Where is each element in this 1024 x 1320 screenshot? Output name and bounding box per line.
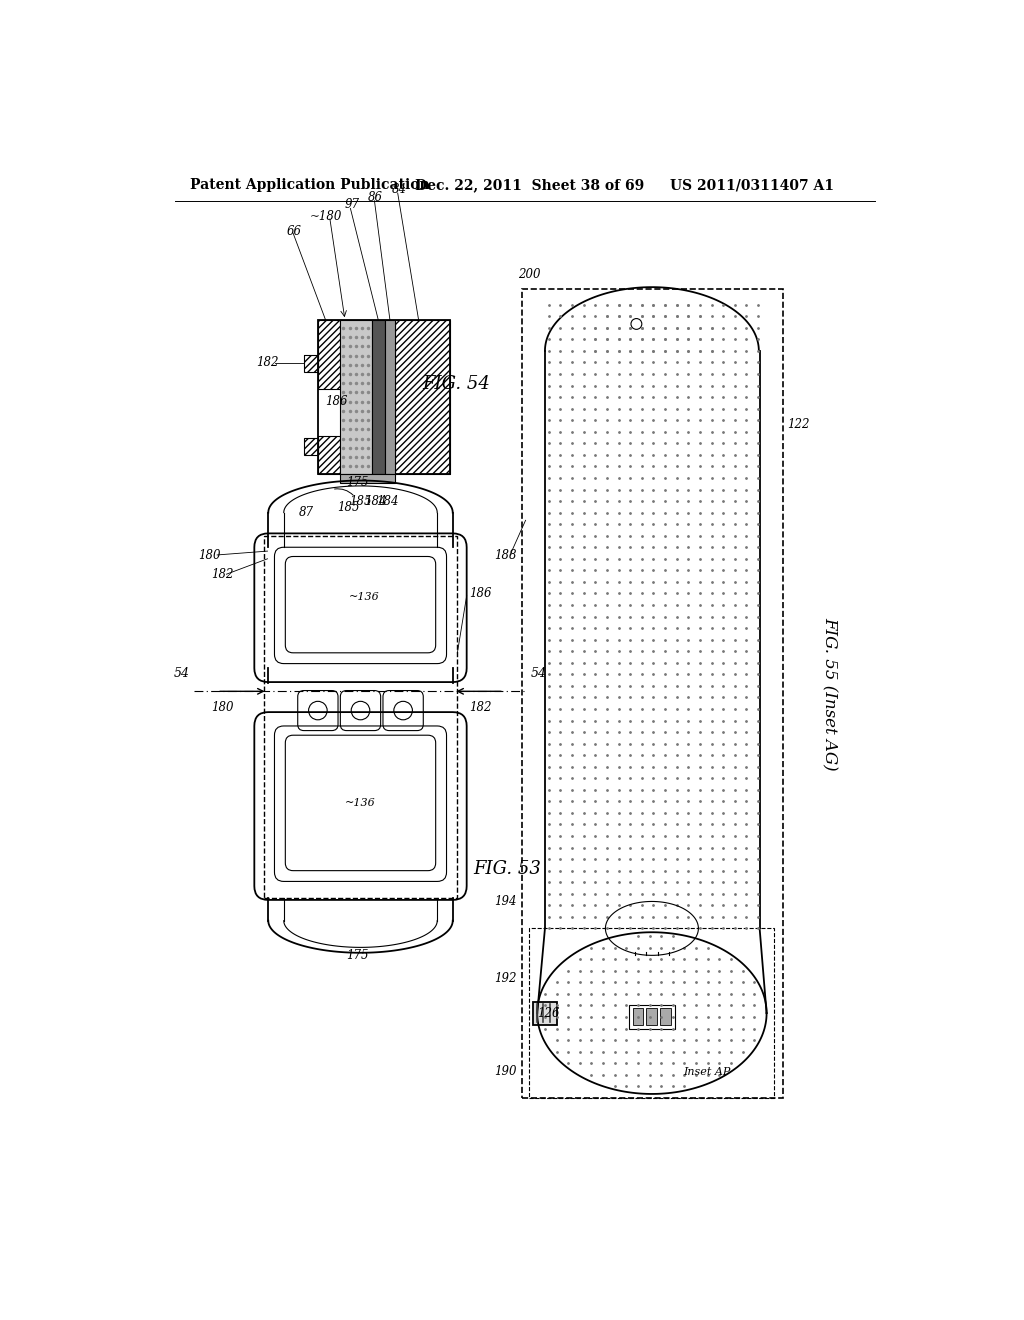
Text: 182: 182 [256,356,279,370]
Text: ~180: ~180 [310,210,342,223]
Text: 186: 186 [326,395,348,408]
Text: 180: 180 [198,549,220,562]
Text: 54: 54 [531,668,547,680]
Bar [317,321,450,474]
Text: 184: 184 [376,495,398,508]
Text: 97: 97 [345,198,360,211]
Bar [629,1006,675,1028]
Text: Inset AP: Inset AP [683,1067,730,1077]
Bar [660,1008,672,1026]
Text: 180: 180 [211,701,233,714]
Bar [395,321,450,474]
Text: 200: 200 [518,268,541,281]
Text: FIG. 54: FIG. 54 [423,375,490,393]
Text: 186: 186 [469,587,492,601]
Bar [317,321,340,389]
Text: 185: 185 [349,495,372,508]
Text: US 2011/0311407 A1: US 2011/0311407 A1 [671,178,835,193]
Bar [340,474,395,483]
Text: 87: 87 [299,507,313,520]
Text: Patent Application Publication: Patent Application Publication [190,178,430,193]
Bar [304,438,317,455]
Bar [317,436,340,474]
Text: 185: 185 [337,502,359,513]
Bar [385,321,395,474]
Bar [372,321,385,474]
Bar [340,321,372,474]
Text: ~136: ~136 [345,799,376,808]
Bar [646,1008,657,1026]
Text: 122: 122 [786,418,809,430]
Bar [304,438,317,455]
Bar [317,436,340,474]
Text: 175: 175 [346,475,369,488]
Bar [317,321,340,389]
Bar [304,355,317,372]
Bar [534,1002,557,1024]
Bar [529,928,774,1098]
Bar [633,1008,643,1026]
Text: 126: 126 [538,1007,560,1020]
Text: Dec. 22, 2011  Sheet 38 of 69: Dec. 22, 2011 Sheet 38 of 69 [415,178,644,193]
Text: 194: 194 [495,895,517,908]
Bar [395,321,450,474]
Text: 66: 66 [287,226,302,239]
Text: 184: 184 [365,495,387,508]
Text: 182: 182 [211,568,233,581]
Text: 192: 192 [495,973,517,985]
Text: 175: 175 [346,949,369,962]
Bar [521,289,783,1098]
Text: FIG. 55 (Inset AG): FIG. 55 (Inset AG) [821,616,838,771]
Bar [263,536,458,898]
Text: 84: 84 [391,183,407,197]
Text: 86: 86 [369,191,383,203]
Text: 54: 54 [174,668,190,680]
Bar [304,355,317,372]
Text: FIG. 53: FIG. 53 [473,861,541,879]
Text: 188: 188 [495,549,517,562]
Text: 190: 190 [495,1065,517,1077]
Text: 182: 182 [469,701,492,714]
Text: ~136: ~136 [349,593,380,602]
